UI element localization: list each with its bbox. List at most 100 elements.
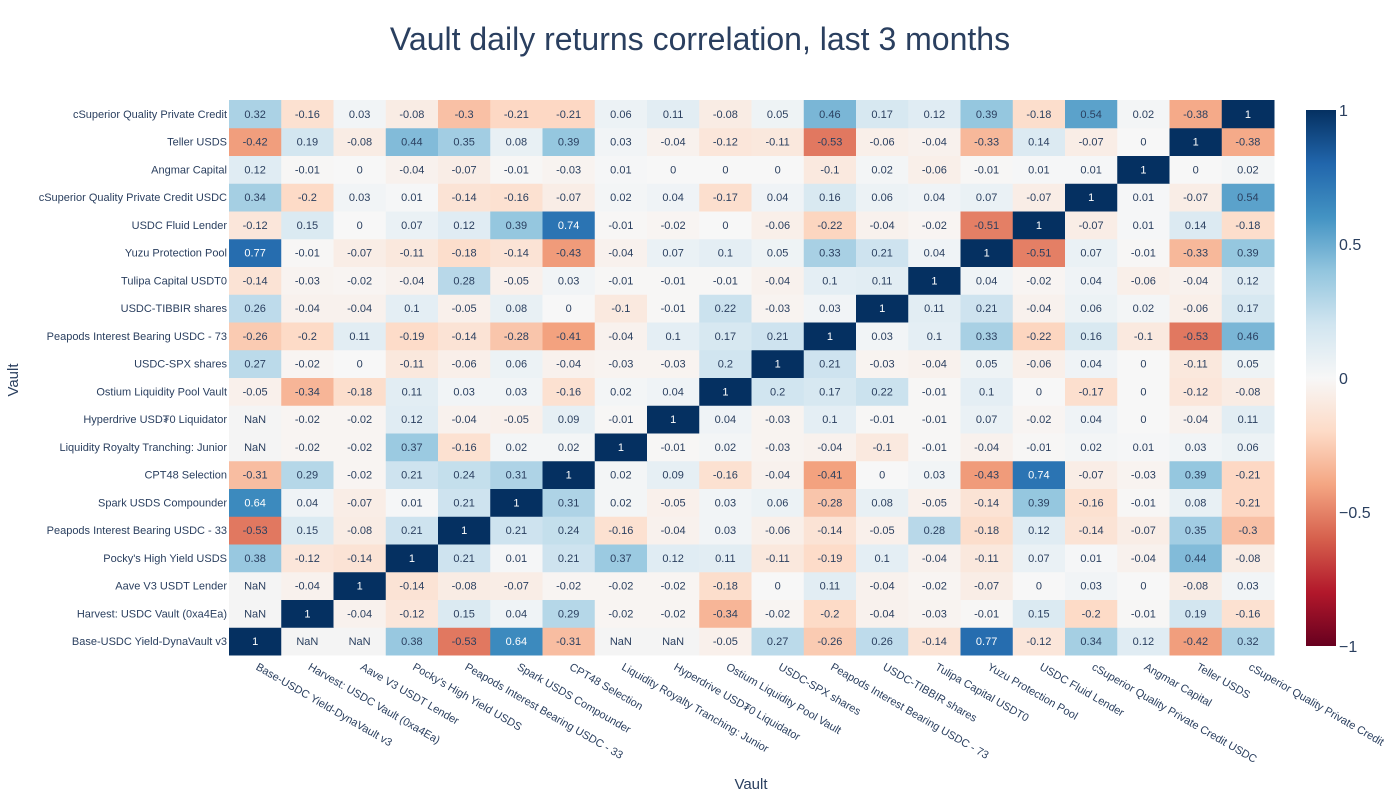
cell-value-label: NaN bbox=[349, 636, 371, 648]
heatmap-cell bbox=[490, 294, 543, 323]
heatmap-cell bbox=[751, 405, 805, 434]
heatmap-cell bbox=[229, 322, 282, 351]
heatmap-cell bbox=[542, 544, 596, 573]
heatmap-cell bbox=[803, 155, 857, 184]
heatmap-cell bbox=[1221, 405, 1275, 434]
heatmap-cell bbox=[281, 516, 334, 545]
heatmap-cell bbox=[1012, 571, 1066, 600]
heatmap-cell bbox=[1221, 433, 1275, 462]
cell-value-label: -0.18 bbox=[1026, 109, 1051, 121]
heatmap-cell bbox=[856, 183, 909, 212]
cell-value-label: 0.01 bbox=[1133, 442, 1154, 454]
heatmap-cell bbox=[490, 460, 543, 489]
cell-value-label: 0.03 bbox=[506, 386, 527, 398]
heatmap-cell bbox=[594, 183, 648, 212]
cell-value-label: -0.01 bbox=[1131, 497, 1156, 509]
heatmap-cell bbox=[594, 405, 648, 434]
cell-value-label: -0.41 bbox=[817, 470, 842, 482]
cell-value-label: -0.21 bbox=[1235, 497, 1260, 509]
heatmap-cell bbox=[333, 571, 387, 600]
cell-value-label: 0.24 bbox=[453, 470, 474, 482]
heatmap-cell bbox=[647, 100, 700, 129]
cell-value-label: -0.06 bbox=[1131, 275, 1156, 287]
cell-value-label: 0.03 bbox=[819, 303, 840, 315]
heatmap-cell bbox=[542, 349, 596, 378]
heatmap-cell bbox=[229, 238, 282, 267]
heatmap-cell bbox=[1221, 294, 1275, 323]
heatmap-cell bbox=[1221, 349, 1275, 378]
heatmap-cell bbox=[333, 322, 387, 351]
cell-value-label: -0.02 bbox=[347, 275, 372, 287]
cell-value-label: NaN bbox=[244, 442, 266, 454]
heatmap-cell bbox=[1065, 488, 1118, 517]
heatmap-cell bbox=[1117, 544, 1170, 573]
heatmap-cell bbox=[333, 155, 387, 184]
cell-value-label: -0.08 bbox=[1235, 553, 1260, 565]
heatmap-cell bbox=[960, 488, 1014, 517]
cell-value-label: -0.04 bbox=[765, 470, 790, 482]
colorbar-tick-label: 0 bbox=[1339, 371, 1348, 388]
cell-value-label: -0.04 bbox=[974, 442, 999, 454]
heatmap-cell bbox=[1221, 627, 1275, 656]
heatmap-cell bbox=[281, 599, 334, 628]
heatmap-cell bbox=[1117, 516, 1170, 545]
heatmap-cell bbox=[1169, 433, 1223, 462]
cell-value-label: -0.41 bbox=[556, 331, 581, 343]
cell-value-label: -0.06 bbox=[1183, 303, 1208, 315]
cell-value-label: 0.02 bbox=[1237, 164, 1258, 176]
cell-value-label: 0.1 bbox=[822, 414, 837, 426]
heatmap-cell bbox=[1169, 544, 1223, 573]
heatmap-cell bbox=[908, 322, 961, 351]
heatmap-cell bbox=[1065, 322, 1118, 351]
heatmap-cell bbox=[1117, 294, 1170, 323]
heatmap-cell bbox=[751, 211, 805, 240]
cell-value-label: -0.19 bbox=[817, 553, 842, 565]
cell-value-label: -0.03 bbox=[1131, 470, 1156, 482]
cell-value-label: 0.02 bbox=[610, 497, 631, 509]
heatmap-cell bbox=[229, 516, 282, 545]
heatmap-cell bbox=[229, 127, 282, 156]
cell-value-label: -0.02 bbox=[608, 608, 633, 620]
heatmap-cell bbox=[908, 211, 961, 240]
heatmap-cell bbox=[647, 516, 700, 545]
heatmap-cell bbox=[385, 266, 439, 295]
heatmap-cell bbox=[1221, 100, 1275, 129]
cell-value-label: 0.05 bbox=[976, 359, 997, 371]
cell-value-label: 0.2 bbox=[770, 386, 785, 398]
cell-value-label: -0.04 bbox=[295, 303, 320, 315]
cell-value-label: 0.31 bbox=[558, 497, 579, 509]
cell-value-label: -0.16 bbox=[295, 109, 320, 121]
heatmap-cell bbox=[1169, 627, 1223, 656]
heatmap-cell bbox=[908, 516, 961, 545]
x-axis-title: Vault bbox=[734, 776, 768, 793]
cell-value-label: 0.22 bbox=[871, 386, 892, 398]
heatmap-cell bbox=[647, 544, 700, 573]
chart-title: Vault daily returns correlation, last 3 … bbox=[390, 21, 1010, 57]
cell-value-label: 0.21 bbox=[506, 525, 527, 537]
cell-value-label: 0.04 bbox=[976, 275, 997, 287]
heatmap-cell bbox=[1169, 460, 1223, 489]
y-tick-label: USDC-SPX shares bbox=[134, 359, 227, 371]
cell-value-label: -0.07 bbox=[1026, 192, 1051, 204]
heatmap-cell bbox=[803, 516, 857, 545]
cell-value-label: 0.1 bbox=[718, 248, 733, 260]
cell-value-label: 1 bbox=[931, 275, 937, 287]
cell-value-label: 1 bbox=[1088, 192, 1094, 204]
heatmap-cell bbox=[490, 100, 543, 129]
cell-value-label: -0.53 bbox=[452, 636, 477, 648]
heatmap-cell bbox=[1065, 155, 1118, 184]
cell-value-label: 0.32 bbox=[244, 109, 265, 121]
heatmap-cell bbox=[699, 155, 752, 184]
cell-value-label: 0.77 bbox=[976, 636, 997, 648]
cell-value-label: -0.16 bbox=[1235, 608, 1260, 620]
cell-value-label: -0.17 bbox=[713, 192, 738, 204]
heatmap-cell bbox=[385, 100, 439, 129]
cell-value-label: 0.29 bbox=[297, 470, 318, 482]
heatmap-cell bbox=[1221, 266, 1275, 295]
heatmap-cell bbox=[438, 627, 491, 656]
heatmap-cell bbox=[699, 266, 752, 295]
heatmap-cell bbox=[699, 349, 752, 378]
heatmap-cell bbox=[438, 377, 491, 406]
cell-value-label: 0.08 bbox=[506, 303, 527, 315]
